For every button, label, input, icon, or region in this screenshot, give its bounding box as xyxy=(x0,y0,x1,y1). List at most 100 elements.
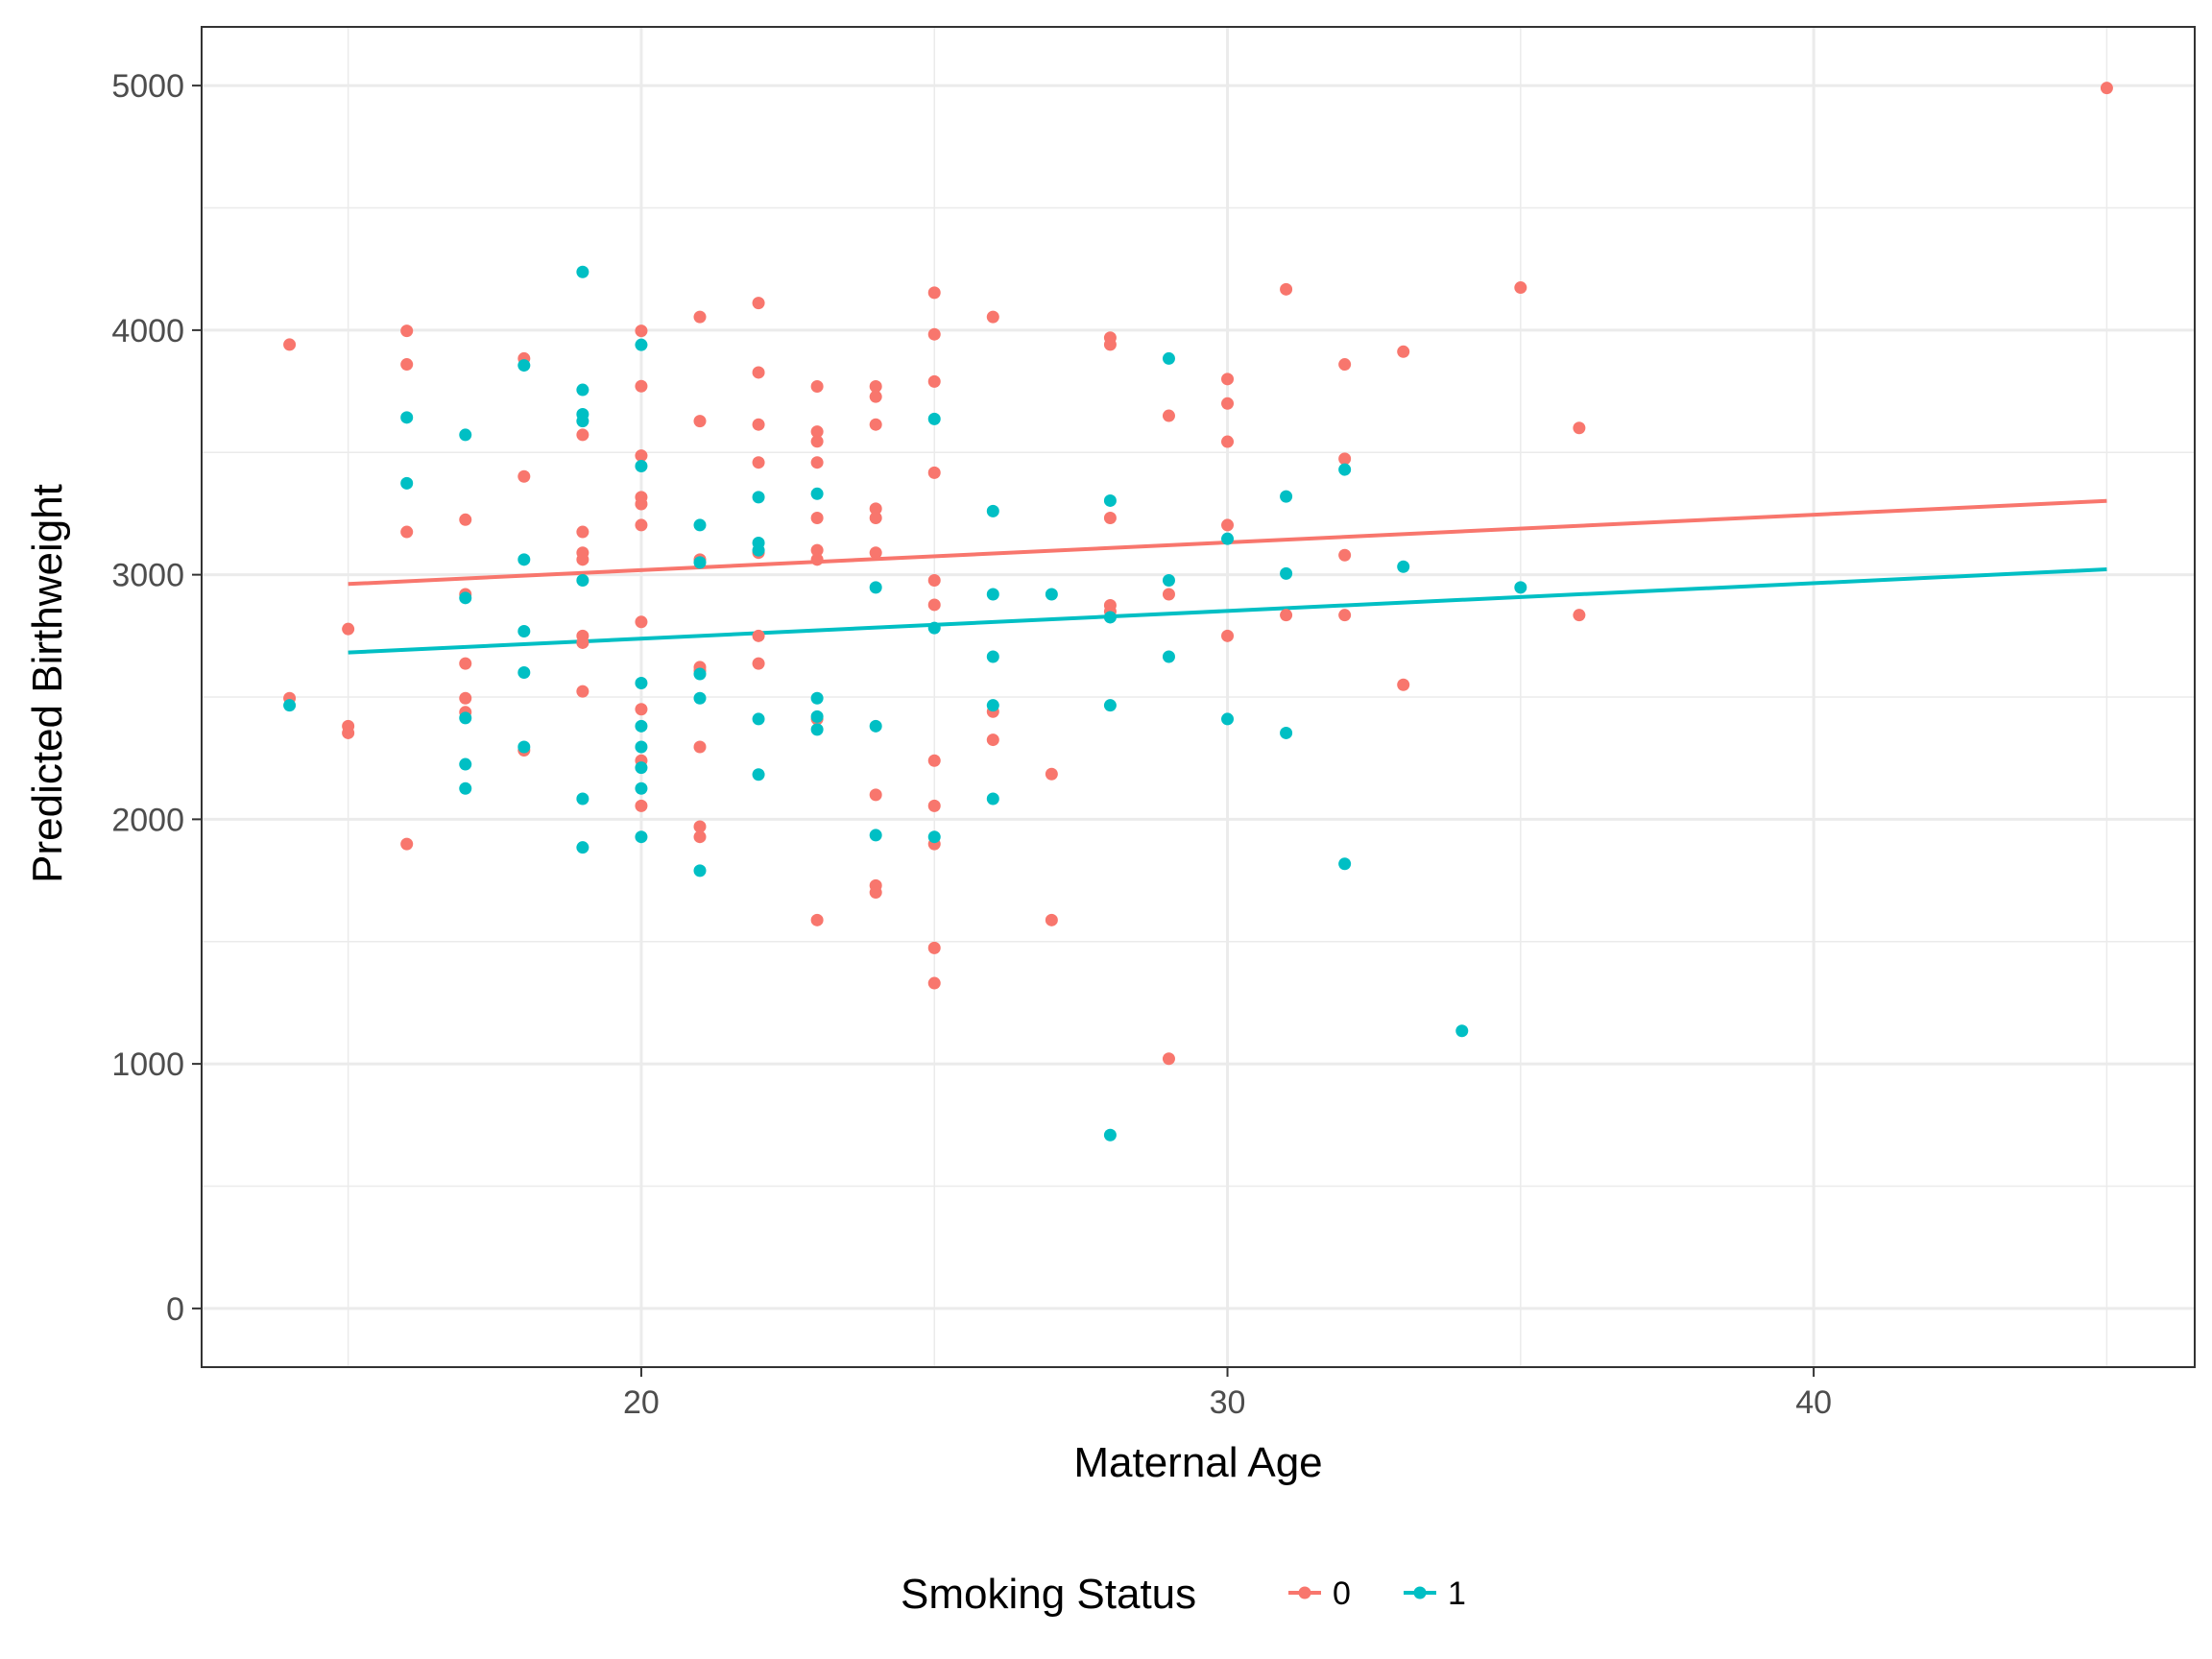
data-point-series-0 xyxy=(576,428,589,442)
data-point-series-1 xyxy=(810,709,824,723)
data-point-series-1 xyxy=(752,768,765,781)
data-point-series-1 xyxy=(1280,490,1293,503)
data-point-series-0 xyxy=(400,525,414,539)
data-point-series-1 xyxy=(635,781,648,795)
data-point-series-0 xyxy=(927,976,941,990)
data-point-series-0 xyxy=(927,754,941,767)
data-point-series-0 xyxy=(1221,397,1235,410)
x-tick-label: 20 xyxy=(623,1384,660,1421)
data-point-series-1 xyxy=(986,504,999,517)
data-point-series-1 xyxy=(459,711,472,725)
data-point-series-1 xyxy=(986,588,999,601)
data-point-series-0 xyxy=(927,941,941,954)
data-point-series-0 xyxy=(869,788,882,802)
data-point-series-0 xyxy=(869,418,882,431)
data-point-series-1 xyxy=(1103,699,1117,712)
data-point-series-0 xyxy=(459,513,472,526)
data-point-series-0 xyxy=(693,820,707,833)
data-point-series-1 xyxy=(1162,573,1175,587)
data-point-series-0 xyxy=(459,691,472,705)
data-point-series-0 xyxy=(693,830,707,844)
legend-key-point xyxy=(1298,1586,1311,1599)
data-point-series-1 xyxy=(576,573,589,587)
data-point-series-1 xyxy=(1397,560,1410,573)
data-point-series-0 xyxy=(986,733,999,747)
y-axis-title: Predicted Birthweight xyxy=(24,484,71,883)
legend-title: Smoking Status xyxy=(901,1571,1196,1618)
data-point-series-1 xyxy=(635,761,648,775)
y-tick-label: 0 xyxy=(166,1291,184,1328)
major-gridlines xyxy=(202,27,2195,1367)
data-point-series-0 xyxy=(1162,409,1175,422)
data-point-series-1 xyxy=(693,864,707,878)
data-point-series-1 xyxy=(635,830,648,844)
data-point-series-1 xyxy=(927,621,941,635)
data-point-series-0 xyxy=(693,415,707,428)
data-point-series-1 xyxy=(576,841,589,854)
data-point-series-0 xyxy=(752,297,765,310)
data-point-series-1 xyxy=(400,411,414,424)
data-point-series-0 xyxy=(283,338,297,351)
data-point-series-1 xyxy=(576,265,589,278)
data-point-series-0 xyxy=(927,573,941,587)
data-point-series-0 xyxy=(1221,518,1235,532)
y-tick-label: 1000 xyxy=(111,1046,184,1083)
data-point-series-0 xyxy=(927,286,941,300)
data-point-series-0 xyxy=(635,379,648,393)
data-point-series-0 xyxy=(927,327,941,341)
data-point-series-1 xyxy=(635,740,648,754)
data-point-series-1 xyxy=(576,792,589,805)
y-tick-label: 2000 xyxy=(111,802,184,838)
data-point-series-1 xyxy=(1162,650,1175,663)
data-point-series-1 xyxy=(1338,857,1352,871)
data-point-series-0 xyxy=(1221,373,1235,386)
data-point-series-1 xyxy=(517,553,531,566)
data-point-series-1 xyxy=(693,667,707,681)
y-axis: 0 1000 2000 3000 4000 5000 xyxy=(111,68,202,1328)
data-point-series-1 xyxy=(1338,463,1352,476)
data-point-series-0 xyxy=(342,726,355,739)
data-point-series-0 xyxy=(342,622,355,636)
data-point-series-0 xyxy=(810,379,824,393)
data-point-series-1 xyxy=(635,338,648,351)
data-point-series-0 xyxy=(1103,512,1117,525)
x-axis: 20 30 40 xyxy=(623,1367,1832,1421)
panel-border xyxy=(201,26,2196,1368)
data-point-series-0 xyxy=(635,518,648,532)
data-point-series-1 xyxy=(1280,566,1293,580)
y-tick-label: 4000 xyxy=(111,313,184,349)
data-point-series-0 xyxy=(1221,629,1235,642)
data-point-series-0 xyxy=(869,886,882,900)
data-point-series-0 xyxy=(810,512,824,525)
data-point-series-0 xyxy=(810,425,824,439)
data-point-series-0 xyxy=(1397,678,1410,691)
data-point-series-0 xyxy=(1280,282,1293,296)
data-point-series-1 xyxy=(810,691,824,705)
data-point-series-0 xyxy=(752,418,765,431)
data-point-series-0 xyxy=(635,703,648,716)
data-point-series-0 xyxy=(1103,338,1117,351)
fit-line-series-1 xyxy=(348,567,2107,655)
data-point-series-0 xyxy=(1573,609,1586,622)
data-point-series-1 xyxy=(810,487,824,500)
data-point-series-1 xyxy=(869,719,882,733)
data-point-series-0 xyxy=(693,740,707,754)
data-point-series-1 xyxy=(576,383,589,397)
data-point-series-0 xyxy=(752,456,765,469)
data-point-series-0 xyxy=(576,553,589,566)
y-tick-label: 3000 xyxy=(111,558,184,594)
data-point-series-1 xyxy=(1045,588,1058,601)
legend-label: 1 xyxy=(1448,1575,1466,1612)
data-point-series-0 xyxy=(869,546,882,560)
data-point-series-0 xyxy=(752,657,765,670)
data-points xyxy=(283,82,2113,1142)
data-point-series-0 xyxy=(869,390,882,403)
data-point-series-1 xyxy=(1162,351,1175,365)
data-point-series-0 xyxy=(635,325,648,338)
data-point-series-0 xyxy=(576,525,589,539)
data-point-series-0 xyxy=(400,358,414,372)
data-point-series-0 xyxy=(810,913,824,926)
